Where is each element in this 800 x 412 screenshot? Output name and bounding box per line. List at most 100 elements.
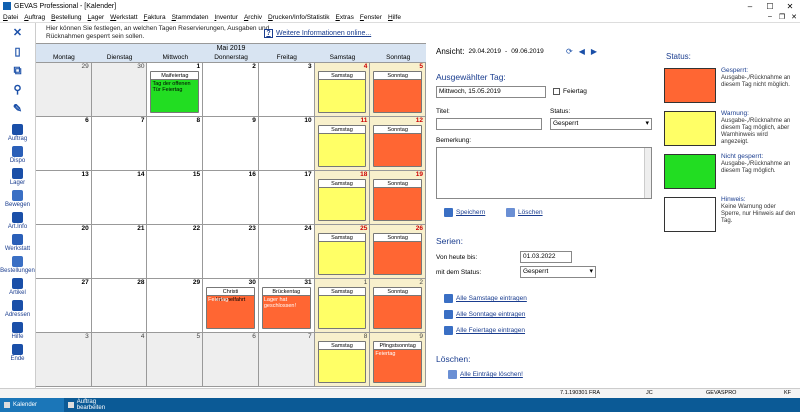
- day-entry[interactable]: Sonntag: [373, 287, 423, 329]
- calendar-day[interactable]: 29: [147, 279, 204, 332]
- status-select[interactable]: Gesperrt: [550, 118, 652, 130]
- menu-item-5[interactable]: Faktura: [143, 13, 166, 21]
- calendar-day[interactable]: 8: [147, 117, 204, 170]
- day-entry[interactable]: Sonntag: [373, 125, 423, 167]
- menu-item-1[interactable]: Auftrag: [24, 13, 46, 21]
- sidebar-item-1[interactable]: Dispo: [0, 144, 35, 166]
- calendar-day[interactable]: 30: [91, 63, 148, 116]
- sidebar-item-9[interactable]: Hilfe: [0, 320, 35, 342]
- calendar-day[interactable]: 4 Samstag: [314, 63, 371, 116]
- calendar-day[interactable]: 31 Brückentag Lager hat geschlossen!: [258, 279, 315, 332]
- day-entry[interactable]: Christi Himmelfahrt Feiertag: [206, 287, 255, 329]
- day-entry[interactable]: Sonntag: [373, 233, 423, 275]
- day-entry[interactable]: Sonntag: [373, 179, 423, 221]
- calendar-day[interactable]: 24: [258, 225, 315, 278]
- series-date-input[interactable]: 01.03.2022: [520, 251, 572, 263]
- refresh-icon[interactable]: ⟳: [566, 47, 573, 56]
- calendar-day[interactable]: 29: [36, 63, 92, 116]
- calendar-day[interactable]: 4: [91, 333, 148, 386]
- minimize-icon[interactable]: –: [747, 1, 753, 11]
- prev-arrow-icon[interactable]: ◀: [578, 47, 585, 56]
- calendar-day[interactable]: 1 Maifeiertag Tag der offenen Tür Feiertag: [147, 63, 204, 116]
- calendar-day[interactable]: 5: [147, 333, 204, 386]
- menu-item-3[interactable]: Lager: [87, 13, 105, 21]
- calendar-day[interactable]: 9 Pfingstsonntag Feiertag: [370, 333, 427, 386]
- menu-item-8[interactable]: Archiv: [243, 13, 263, 21]
- calendar-day[interactable]: 22: [147, 225, 204, 278]
- calendar-day[interactable]: 2: [203, 63, 259, 116]
- calendar-day[interactable]: 15: [147, 171, 204, 224]
- menu-item-9[interactable]: Drucken/Info/Statistik: [268, 13, 330, 21]
- sidebar-item-5[interactable]: Werkstatt: [0, 232, 35, 254]
- calendar-day[interactable]: 13: [36, 171, 92, 224]
- calendar-day[interactable]: 12 Sonntag: [370, 117, 427, 170]
- close-icon[interactable]: ✕: [786, 1, 794, 11]
- calendar-day[interactable]: 30 Christi Himmelfahrt Feiertag: [203, 279, 259, 332]
- calendar-day[interactable]: 19 Sonntag: [370, 171, 427, 224]
- day-entry[interactable]: Samstag: [317, 287, 367, 329]
- search-icon[interactable]: ⚲: [13, 83, 22, 96]
- holiday-checkbox[interactable]: [553, 88, 560, 95]
- taskbar-item-0[interactable]: Kalender: [0, 398, 64, 412]
- sidebar-item-4[interactable]: Art.Info: [0, 210, 35, 232]
- menu-item-6[interactable]: Stammdaten: [171, 13, 209, 21]
- menu-item-7[interactable]: Inventur: [214, 13, 238, 21]
- next-arrow-icon[interactable]: ▶: [590, 47, 598, 56]
- sidebar-item-8[interactable]: Adressen: [0, 298, 35, 320]
- calendar-day[interactable]: 14: [91, 171, 148, 224]
- menu-item-11[interactable]: Fenster: [359, 13, 382, 21]
- calendar-day[interactable]: 9: [203, 117, 259, 170]
- sidebar-item-6[interactable]: Bestellungen: [0, 254, 35, 276]
- calendar-day[interactable]: 18 Samstag: [314, 171, 371, 224]
- save-button[interactable]: Speichern: [444, 208, 485, 217]
- calendar-day[interactable]: 6: [203, 333, 259, 386]
- remark-textarea[interactable]: [436, 147, 652, 199]
- menu-item-10[interactable]: Extras: [335, 13, 354, 21]
- calendar-day[interactable]: 5 Sonntag: [370, 63, 427, 116]
- sidebar-item-10[interactable]: Ende: [0, 342, 35, 364]
- add-saturdays-button[interactable]: Alle Samstage eintragen: [444, 294, 527, 303]
- calendar-day[interactable]: 6: [36, 117, 92, 170]
- day-entry[interactable]: Samstag: [317, 341, 367, 383]
- more-info-link[interactable]: ? Weitere Informationen online...: [264, 29, 371, 38]
- add-sundays-button[interactable]: Alle Sonntage eintragen: [444, 310, 525, 319]
- taskbar-item-1[interactable]: Auftrag bearbeiten: [64, 398, 128, 412]
- sidebar-item-0[interactable]: Auftrag: [0, 122, 35, 144]
- delete-all-button[interactable]: Alle Einträge löschen!: [448, 370, 523, 379]
- day-entry[interactable]: Sonntag: [373, 71, 423, 113]
- calendar-day[interactable]: 2 Sonntag: [370, 279, 427, 332]
- day-entry[interactable]: Brückentag Lager hat geschlossen!: [261, 287, 311, 329]
- copy-icon[interactable]: ⧉: [13, 64, 22, 77]
- menu-item-4[interactable]: Werkstatt: [110, 13, 138, 21]
- maximize-icon[interactable]: ☐: [766, 1, 774, 11]
- sidebar-item-7[interactable]: Artikel: [0, 276, 35, 298]
- day-entry[interactable]: Pfingstsonntag Feiertag: [373, 341, 423, 383]
- calendar-day[interactable]: 3: [258, 63, 315, 116]
- menu-item-0[interactable]: Datei: [3, 13, 19, 21]
- calendar-day[interactable]: 1 Samstag: [314, 279, 371, 332]
- mdi-restore-icon[interactable]: ❐: [778, 14, 786, 21]
- mdi-minimize-icon[interactable]: –: [768, 13, 772, 20]
- mdi-close-icon[interactable]: ✕: [791, 14, 797, 21]
- title-input[interactable]: [436, 118, 542, 130]
- calendar-day[interactable]: 11 Samstag: [314, 117, 371, 170]
- delete-button[interactable]: Löschen: [506, 208, 543, 217]
- new-document-icon[interactable]: ▯: [14, 45, 21, 58]
- edit-pencil-icon[interactable]: ✎: [12, 102, 23, 115]
- selected-date-field[interactable]: Mittwoch, 15.05.2019: [436, 86, 546, 98]
- day-entry[interactable]: Samstag: [317, 71, 367, 113]
- day-entry[interactable]: Samstag: [317, 125, 367, 167]
- day-entry[interactable]: Maifeiertag Tag der offenen Tür Feiertag: [150, 71, 200, 113]
- sidebar-item-3[interactable]: Bewegen: [0, 188, 35, 210]
- calendar-day[interactable]: 28: [91, 279, 148, 332]
- day-entry[interactable]: Samstag: [317, 233, 367, 275]
- calendar-day[interactable]: 16: [203, 171, 259, 224]
- calendar-day[interactable]: 8 Samstag: [314, 333, 371, 386]
- calendar-day[interactable]: 10: [258, 117, 315, 170]
- close-x-icon[interactable]: ✕: [12, 26, 23, 39]
- calendar-day[interactable]: 23: [203, 225, 259, 278]
- calendar-day[interactable]: 3: [36, 333, 92, 386]
- calendar-day[interactable]: 20: [36, 225, 92, 278]
- series-status-select[interactable]: Gesperrt: [520, 266, 596, 278]
- calendar-day[interactable]: 7: [91, 117, 148, 170]
